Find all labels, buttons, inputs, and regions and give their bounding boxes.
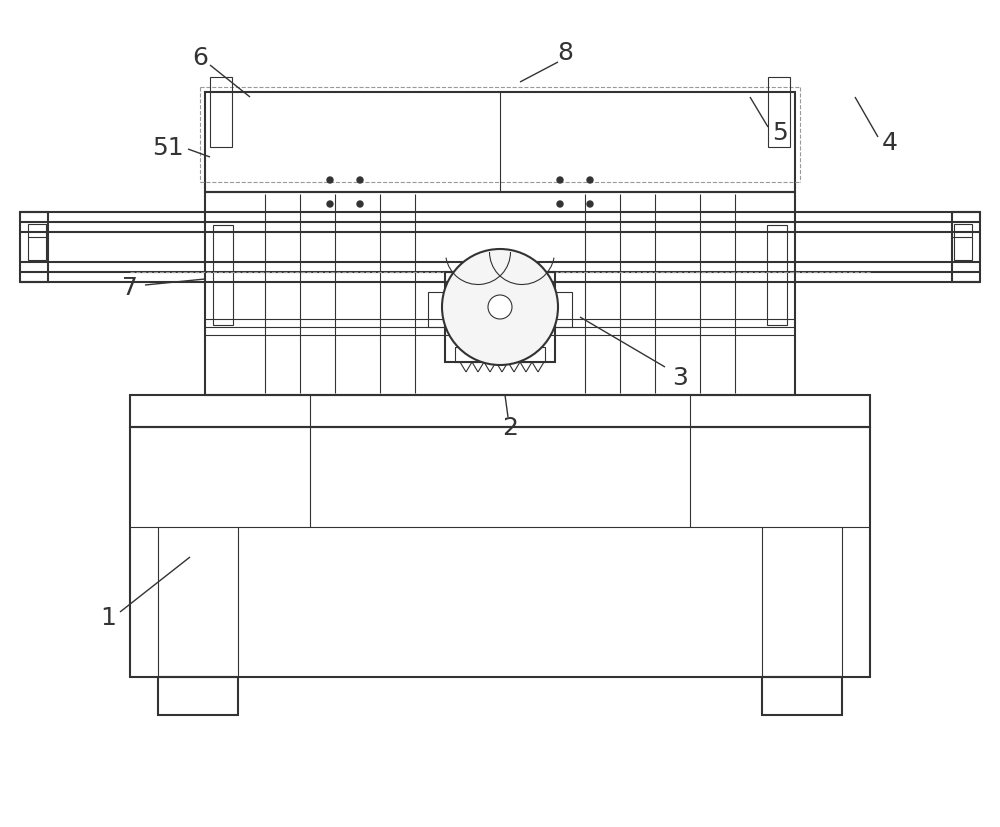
Circle shape <box>327 178 333 184</box>
Bar <box>28 225 46 261</box>
Bar <box>555 293 572 327</box>
Circle shape <box>587 202 593 208</box>
Text: 5: 5 <box>772 121 788 145</box>
Bar <box>954 225 972 261</box>
Bar <box>130 428 870 677</box>
Text: 4: 4 <box>882 131 898 155</box>
Text: 3: 3 <box>672 366 688 390</box>
Bar <box>205 193 795 395</box>
Text: 8: 8 <box>557 41 573 65</box>
Circle shape <box>488 295 512 319</box>
Text: 2: 2 <box>502 415 518 439</box>
Bar <box>762 677 842 715</box>
Bar <box>210 78 232 148</box>
Bar <box>445 273 555 362</box>
Bar <box>213 226 233 326</box>
Bar <box>767 226 787 326</box>
Text: 1: 1 <box>100 605 116 629</box>
Circle shape <box>327 202 333 208</box>
Bar <box>768 78 790 148</box>
Circle shape <box>557 202 563 208</box>
Circle shape <box>557 178 563 184</box>
Bar <box>20 213 48 283</box>
Circle shape <box>587 178 593 184</box>
Bar <box>455 347 545 362</box>
Text: 6: 6 <box>192 46 208 70</box>
Text: 51: 51 <box>152 136 184 160</box>
Circle shape <box>357 202 363 208</box>
Bar <box>952 213 980 283</box>
Circle shape <box>442 250 558 366</box>
Circle shape <box>357 178 363 184</box>
Bar <box>205 93 795 193</box>
Bar <box>428 293 445 327</box>
Bar <box>158 677 238 715</box>
Bar <box>130 395 870 428</box>
Text: 7: 7 <box>122 275 138 299</box>
